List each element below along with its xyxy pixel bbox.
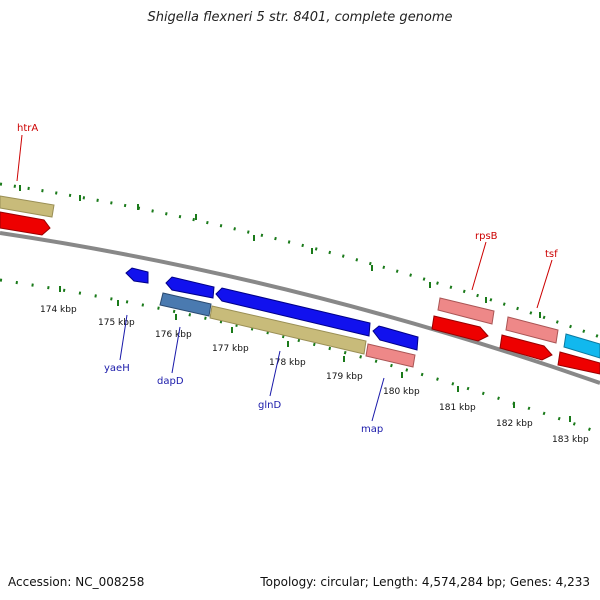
kbp-label: 179 kbp (326, 372, 363, 382)
connector-map (371, 377, 385, 422)
kbp-label: 181 kbp (439, 403, 476, 413)
label-map[interactable]: map (361, 424, 383, 435)
label-rpsB[interactable]: rpsB (475, 231, 498, 242)
kbp-label: 180 kbp (383, 387, 420, 397)
gene-rpsB[interactable] (431, 315, 489, 342)
label-htrA[interactable]: htrA (17, 123, 38, 134)
label-glnD[interactable]: glnD (258, 400, 281, 411)
topology-text: Topology: circular; Length: 4,574,284 bp… (260, 575, 590, 589)
gene-htrA[interactable] (0, 211, 51, 236)
gene-tsf[interactable] (499, 334, 553, 361)
gene-cyan-right[interactable] (563, 333, 600, 359)
forward-tick-track (0, 182, 600, 339)
gene-glnD[interactable] (215, 287, 371, 337)
label-yaeH[interactable]: yaeH (104, 363, 130, 374)
gene-steel-blue[interactable] (159, 292, 212, 317)
kbp-label: 182 kbp (496, 419, 533, 429)
connector-rpsB (471, 241, 487, 291)
kbp-label: 175 kbp (98, 318, 135, 328)
gene-pink-rpsB-upper[interactable] (437, 297, 495, 325)
kbp-label: 176 kbp (155, 330, 192, 340)
forward-major-ticks (19, 185, 541, 318)
kbp-label: 177 kbp (212, 344, 249, 354)
reverse-major-ticks (59, 286, 571, 422)
label-tsf[interactable]: tsf (545, 249, 558, 260)
connector-dapD (171, 326, 181, 374)
kbp-label: 178 kbp (269, 358, 306, 368)
kbp-label: 174 kbp (40, 305, 77, 315)
gene-dapD[interactable] (165, 276, 215, 299)
reverse-tick-track (0, 278, 600, 435)
connector-yaeH (119, 314, 128, 361)
gene-khaki-upper-left[interactable] (0, 195, 55, 218)
genome-title: Shigella flexneri 5 str. 8401, complete … (147, 10, 453, 25)
gene-khaki-long[interactable] (209, 305, 367, 355)
connector-tsf (536, 259, 553, 309)
kbp-label: 183 kbp (552, 435, 589, 445)
gene-pink-tsf-upper[interactable] (505, 316, 559, 344)
gene-yaeH[interactable] (125, 267, 149, 284)
label-dapD[interactable]: dapD (157, 376, 184, 387)
accession-text: Accession: NC_008258 (8, 575, 145, 589)
connector-glnD (269, 350, 281, 397)
connector-htrA (16, 134, 23, 182)
gene-map[interactable] (372, 325, 419, 351)
gene-pink-lower[interactable] (365, 343, 416, 368)
genome-backbone (0, 231, 600, 385)
gene-red-right[interactable] (557, 351, 600, 375)
